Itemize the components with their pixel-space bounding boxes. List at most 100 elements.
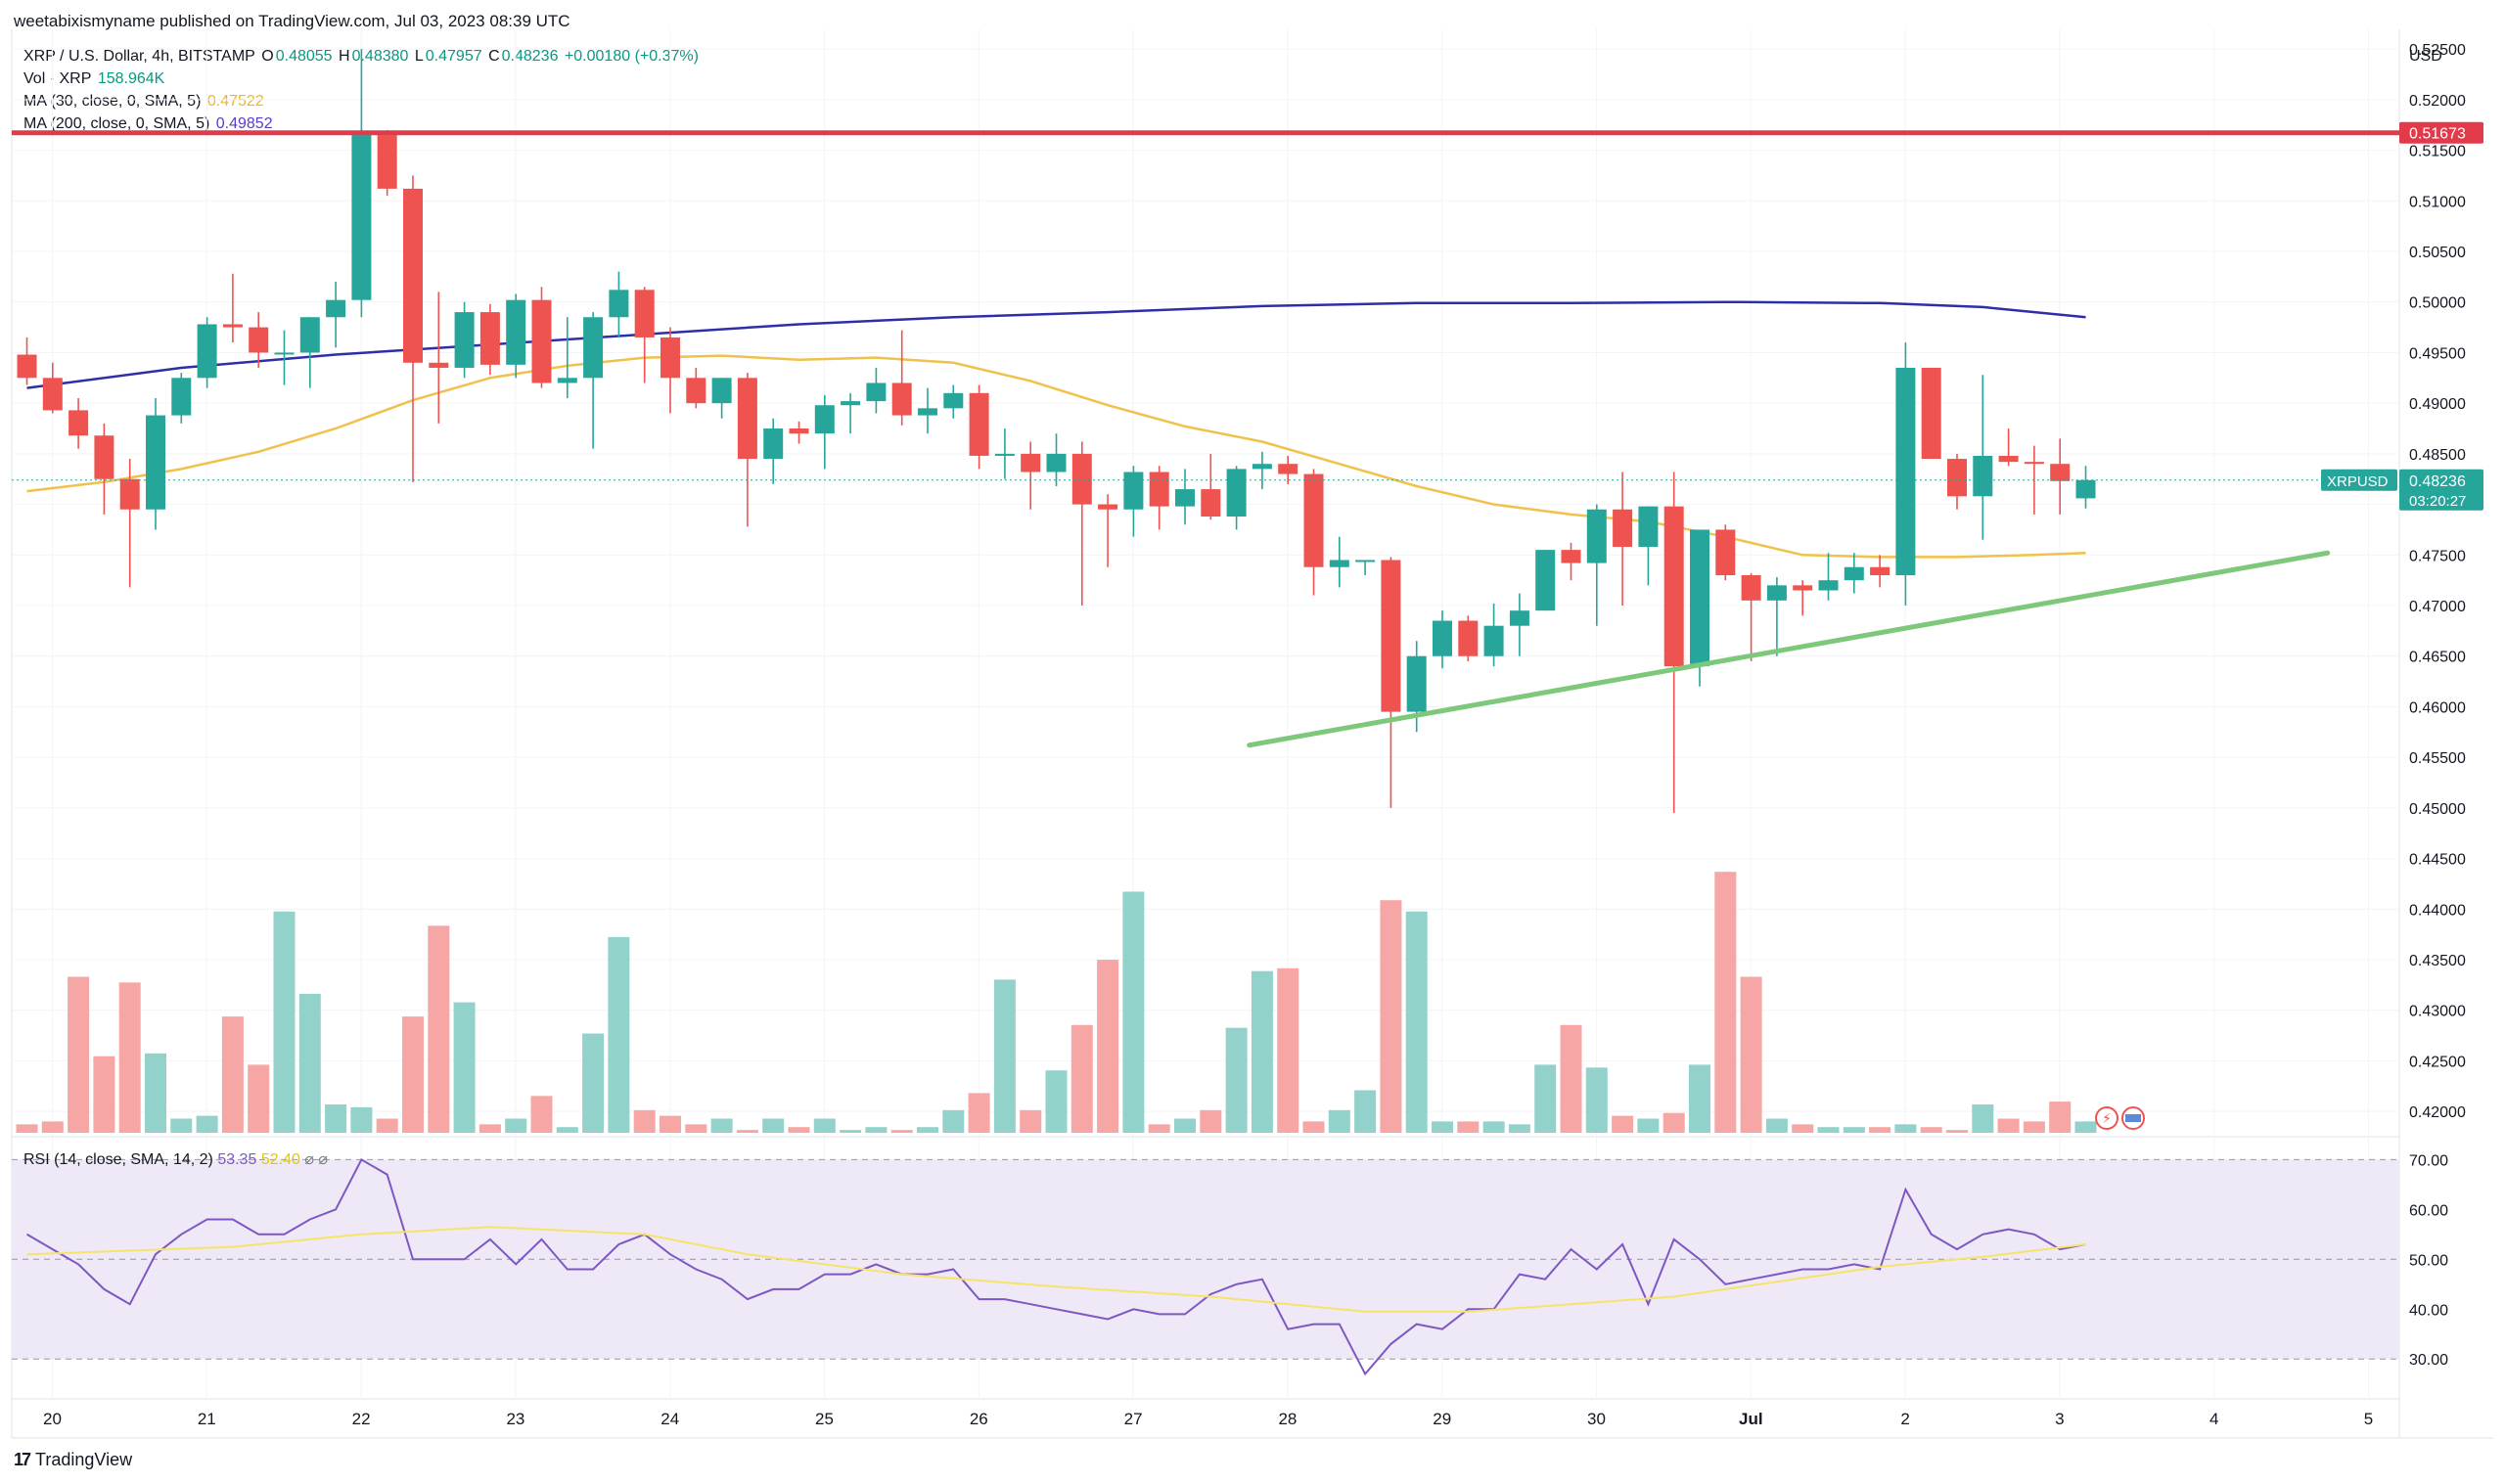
candle-body (1638, 506, 1659, 548)
time-tick-label: 22 (352, 1410, 371, 1428)
symbol-legend: XRP / U.S. Dollar, 4h, BITSTAMP O 0.48055… (23, 48, 701, 66)
volume-bar (1869, 1127, 1891, 1133)
time-tick-label: 20 (43, 1410, 62, 1428)
volume-bar (1714, 872, 1737, 1133)
candle-body (1715, 529, 1736, 575)
ma30-path (26, 354, 2086, 559)
candle-body (403, 188, 423, 363)
price-tick-label: 0.45500 (2409, 750, 2466, 767)
volume-bar (273, 911, 296, 1133)
candle-body (2024, 462, 2044, 465)
candle-body (1561, 550, 1581, 563)
volume-bar (1508, 1124, 1530, 1133)
candle-body (943, 392, 964, 409)
volume-bar (890, 1130, 913, 1133)
candle-body (891, 382, 912, 416)
candle-body (377, 135, 397, 189)
rsi-legend: RSI (14, close, SMA, 14, 2) 53.35 52.40 … (23, 1149, 328, 1169)
time-tick-label: 26 (970, 1410, 988, 1428)
candle-body (1690, 529, 1709, 667)
candle-body (1947, 459, 1967, 497)
candle-body (1381, 560, 1401, 712)
volume-bar (350, 1106, 373, 1133)
candle-body (557, 378, 577, 383)
symbol-tag (2321, 469, 2397, 491)
candle-body (506, 299, 526, 365)
volume-bar (1020, 1109, 1042, 1133)
candle-body (1149, 472, 1169, 507)
price-tick-label: 0.47500 (2409, 548, 2466, 564)
hidden-value-icon: ⌀ (318, 1151, 329, 1168)
tradingview-brand: TradingView (35, 1450, 133, 1469)
candle-body (918, 408, 937, 416)
time-tick-label: Jul (1739, 1410, 1763, 1428)
volume-bar (1534, 1064, 1557, 1133)
candle-body (1046, 453, 1067, 472)
candle-body (609, 290, 629, 318)
price-tick-label: 0.48500 (2409, 447, 2466, 464)
volume-bar (840, 1130, 862, 1133)
time-tick-label: 27 (1124, 1410, 1143, 1428)
candle-body (299, 317, 320, 353)
price-tick-label: 0.49000 (2409, 396, 2466, 413)
high-value: 0.48380 (351, 48, 409, 65)
price-tick-label: 0.42500 (2409, 1054, 2466, 1070)
time-tick-label: 30 (1587, 1410, 1606, 1428)
candle-body (1793, 585, 1813, 591)
support-trendline (1247, 550, 2331, 748)
volume-bar (1122, 891, 1145, 1133)
volume-bars (16, 872, 2097, 1133)
volume-bar (453, 1002, 476, 1133)
candle-body (1535, 550, 1556, 611)
time-tick-label: 5 (2364, 1410, 2373, 1428)
rsi-tick-label: 60.00 (2409, 1202, 2448, 1219)
volume-bar (633, 1109, 656, 1133)
candle-body (146, 415, 165, 510)
ma200-value: 0.49852 (215, 115, 273, 132)
time-tick-label: 29 (1433, 1410, 1451, 1428)
candle-body (1175, 489, 1195, 507)
volume-bar (1097, 960, 1119, 1133)
ma200-path (26, 300, 2086, 389)
volume-bar (1405, 911, 1428, 1133)
change-value: +0.00180 (+0.37%) (564, 48, 699, 65)
volume-bar (1560, 1024, 1582, 1133)
candle-body (1433, 620, 1452, 656)
ma30-line (26, 354, 2086, 559)
volume-bar (248, 1064, 270, 1133)
low-key: L (414, 48, 424, 65)
price-tick-label: 0.42000 (2409, 1104, 2466, 1121)
candle-body (711, 378, 732, 404)
candle-body (1921, 367, 1941, 460)
candle-body (1021, 453, 1041, 472)
rsi-tick-label: 30.00 (2409, 1352, 2448, 1369)
candle-body (789, 428, 809, 434)
candle-body (1303, 473, 1324, 567)
candle-body (1998, 455, 2019, 463)
flag-stripe (2125, 1114, 2141, 1122)
candle-body (1663, 506, 1684, 667)
price-tick-label: 0.52500 (2409, 42, 2466, 59)
countdown-label: 03:20:27 (2409, 493, 2466, 510)
price-tick-label: 0.44000 (2409, 902, 2466, 919)
candle-body (814, 405, 835, 434)
volume-bar (1482, 1121, 1505, 1133)
volume-bar (1792, 1124, 1814, 1133)
volume-bar (221, 1016, 244, 1133)
price-tick-label: 0.46000 (2409, 699, 2466, 716)
volume-bar (2023, 1121, 2045, 1133)
last-price-label: 0.48236 (2409, 473, 2466, 490)
rsi-tick-label: 40.00 (2409, 1302, 2448, 1319)
volume-bar (1740, 976, 1762, 1133)
candle-body (969, 392, 989, 456)
drawings[interactable]: ⚡ (12, 130, 2399, 1130)
volume-bar (1174, 1118, 1196, 1133)
candle-body (1098, 504, 1118, 510)
volume-bar (16, 1124, 38, 1133)
volume-bar (1045, 1070, 1068, 1133)
candle-body (660, 337, 680, 379)
tradingview-logo[interactable]: 17 TradingView (14, 1450, 132, 1470)
volume-bar (736, 1130, 758, 1133)
volume-bar (582, 1033, 605, 1133)
